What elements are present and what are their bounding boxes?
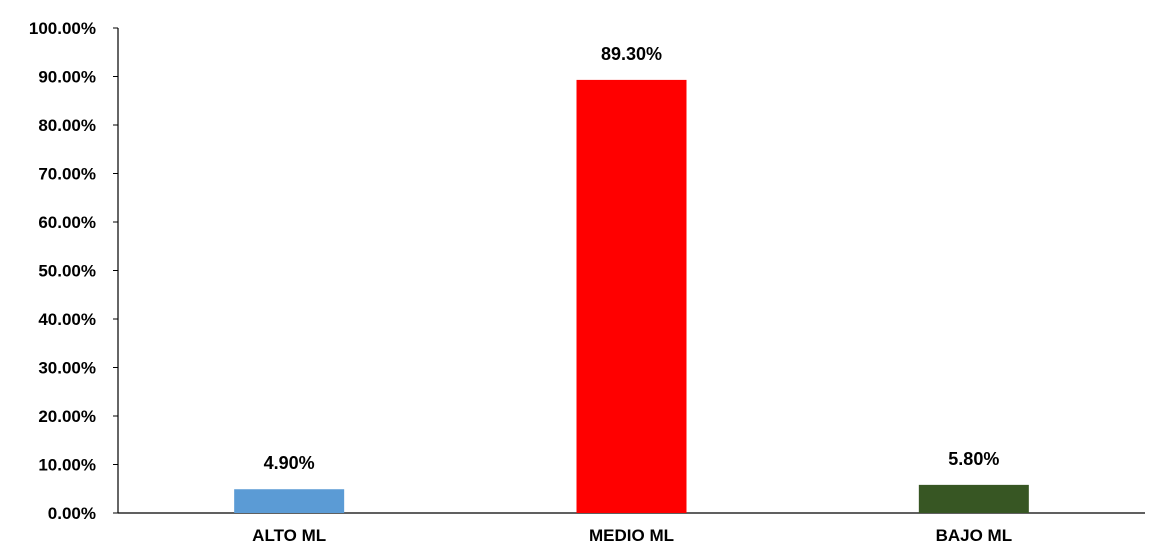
y-tick-label: 80.00% bbox=[38, 116, 96, 135]
data-labels: 4.90% 89.30% 5.80% bbox=[264, 44, 1000, 473]
bar-bajo-ml bbox=[918, 484, 1029, 513]
y-tick-label: 100.00% bbox=[29, 19, 96, 38]
y-axis: 0.00% 10.00% 20.00% 30.00% 40.00% 50.00% 60.00… bbox=[29, 19, 119, 523]
y-tick-label: 20.00% bbox=[38, 407, 96, 426]
y-tick-label: 0.00% bbox=[48, 504, 96, 523]
x-category-label: BAJO ML bbox=[936, 526, 1013, 545]
x-category-label: MEDIO ML bbox=[589, 526, 674, 545]
y-tick-label: 10.00% bbox=[38, 456, 96, 475]
y-tick-label: 50.00% bbox=[38, 262, 96, 281]
y-tick-label: 30.00% bbox=[38, 359, 96, 378]
bars bbox=[234, 79, 1029, 514]
x-category-label: ALTO ML bbox=[252, 526, 326, 545]
data-label: 4.90% bbox=[264, 453, 315, 473]
y-tick-label: 60.00% bbox=[38, 213, 96, 232]
data-label: 5.80% bbox=[948, 449, 999, 469]
y-tick-label: 40.00% bbox=[38, 310, 96, 329]
x-axis: ALTO ML MEDIO ML BAJO ML bbox=[118, 512, 1145, 545]
y-tick-label: 70.00% bbox=[38, 165, 96, 184]
data-label: 89.30% bbox=[601, 44, 662, 64]
y-tick-label: 90.00% bbox=[38, 68, 96, 87]
bar-alto-ml bbox=[234, 489, 345, 513]
bar-medio-ml bbox=[576, 79, 687, 514]
